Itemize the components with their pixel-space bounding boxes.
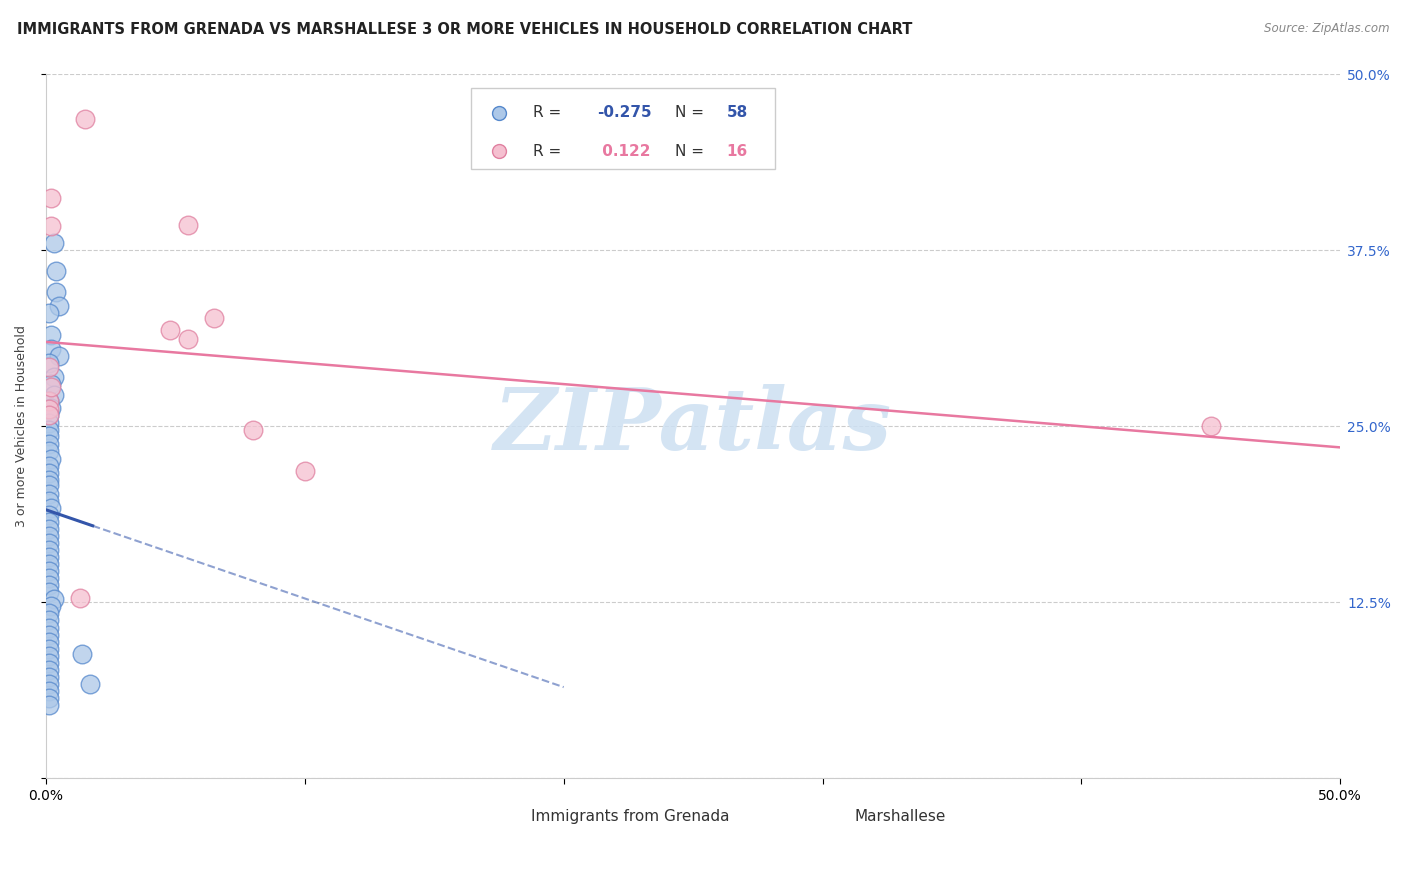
Text: Marshallese: Marshallese bbox=[855, 809, 946, 824]
Point bbox=[39, 219, 62, 234]
Text: N =: N = bbox=[675, 144, 709, 159]
Point bbox=[38, 663, 60, 677]
Point bbox=[38, 356, 60, 370]
Point bbox=[38, 550, 60, 565]
Point bbox=[69, 591, 91, 605]
Text: -0.275: -0.275 bbox=[598, 105, 652, 120]
Point bbox=[38, 408, 60, 422]
Point bbox=[159, 323, 181, 337]
Point bbox=[1199, 419, 1222, 434]
Point bbox=[39, 599, 62, 614]
Text: Source: ZipAtlas.com: Source: ZipAtlas.com bbox=[1264, 22, 1389, 36]
Point bbox=[38, 684, 60, 698]
Point bbox=[42, 388, 65, 402]
Point bbox=[38, 486, 60, 500]
Point bbox=[38, 543, 60, 558]
Point bbox=[39, 191, 62, 205]
Point bbox=[38, 648, 60, 663]
Point bbox=[48, 299, 70, 313]
Point bbox=[38, 359, 60, 374]
Text: ZIPatlas: ZIPatlas bbox=[494, 384, 893, 468]
Point bbox=[38, 607, 60, 621]
Point bbox=[38, 408, 60, 422]
Text: 16: 16 bbox=[727, 144, 748, 159]
Point bbox=[38, 306, 60, 320]
Point bbox=[177, 332, 200, 346]
Point bbox=[38, 578, 60, 592]
Point bbox=[73, 112, 96, 127]
Point bbox=[294, 464, 316, 478]
Point bbox=[38, 466, 60, 480]
Point bbox=[38, 536, 60, 550]
Point bbox=[45, 264, 67, 278]
Point bbox=[202, 310, 225, 325]
Point bbox=[39, 451, 62, 466]
Text: IMMIGRANTS FROM GRENADA VS MARSHALLESE 3 OR MORE VEHICLES IN HOUSEHOLD CORRELATI: IMMIGRANTS FROM GRENADA VS MARSHALLESE 3… bbox=[17, 22, 912, 37]
Point bbox=[38, 690, 60, 705]
Point bbox=[38, 393, 60, 408]
Point bbox=[242, 423, 264, 437]
Point bbox=[38, 557, 60, 571]
Point bbox=[38, 423, 60, 437]
Point bbox=[38, 585, 60, 599]
Y-axis label: 3 or more Vehicles in Household: 3 or more Vehicles in Household bbox=[15, 326, 28, 527]
Point bbox=[38, 473, 60, 487]
Point bbox=[38, 444, 60, 458]
Point bbox=[39, 376, 62, 391]
Point bbox=[39, 342, 62, 356]
Point bbox=[38, 620, 60, 634]
Text: R =: R = bbox=[533, 105, 565, 120]
FancyBboxPatch shape bbox=[471, 88, 775, 169]
Point bbox=[38, 522, 60, 536]
Point bbox=[42, 592, 65, 607]
Text: N =: N = bbox=[675, 105, 709, 120]
Point bbox=[38, 656, 60, 670]
Point bbox=[38, 634, 60, 648]
Point bbox=[38, 614, 60, 628]
Point bbox=[38, 437, 60, 451]
Point bbox=[38, 641, 60, 656]
Point bbox=[38, 458, 60, 473]
Point bbox=[39, 379, 62, 393]
Point bbox=[72, 647, 94, 661]
Point bbox=[38, 627, 60, 641]
Point bbox=[39, 500, 62, 515]
Point bbox=[38, 508, 60, 522]
Point bbox=[38, 402, 60, 417]
Point bbox=[38, 493, 60, 508]
Point bbox=[38, 529, 60, 543]
Point bbox=[38, 670, 60, 684]
Point bbox=[42, 235, 65, 250]
Point bbox=[39, 327, 62, 342]
Point bbox=[177, 218, 200, 232]
Point bbox=[38, 564, 60, 578]
Point bbox=[42, 369, 65, 384]
Text: 58: 58 bbox=[727, 105, 748, 120]
Text: Immigrants from Grenada: Immigrants from Grenada bbox=[531, 809, 730, 824]
Point bbox=[38, 677, 60, 691]
Point bbox=[48, 349, 70, 363]
Point bbox=[79, 677, 101, 691]
Point bbox=[39, 401, 62, 415]
Text: 0.122: 0.122 bbox=[598, 144, 651, 159]
Point bbox=[38, 417, 60, 431]
Point bbox=[38, 429, 60, 443]
Point bbox=[38, 515, 60, 529]
Text: R =: R = bbox=[533, 144, 565, 159]
Point bbox=[38, 478, 60, 492]
Point bbox=[38, 571, 60, 585]
Point bbox=[38, 393, 60, 408]
Point bbox=[45, 285, 67, 300]
Point bbox=[38, 698, 60, 712]
